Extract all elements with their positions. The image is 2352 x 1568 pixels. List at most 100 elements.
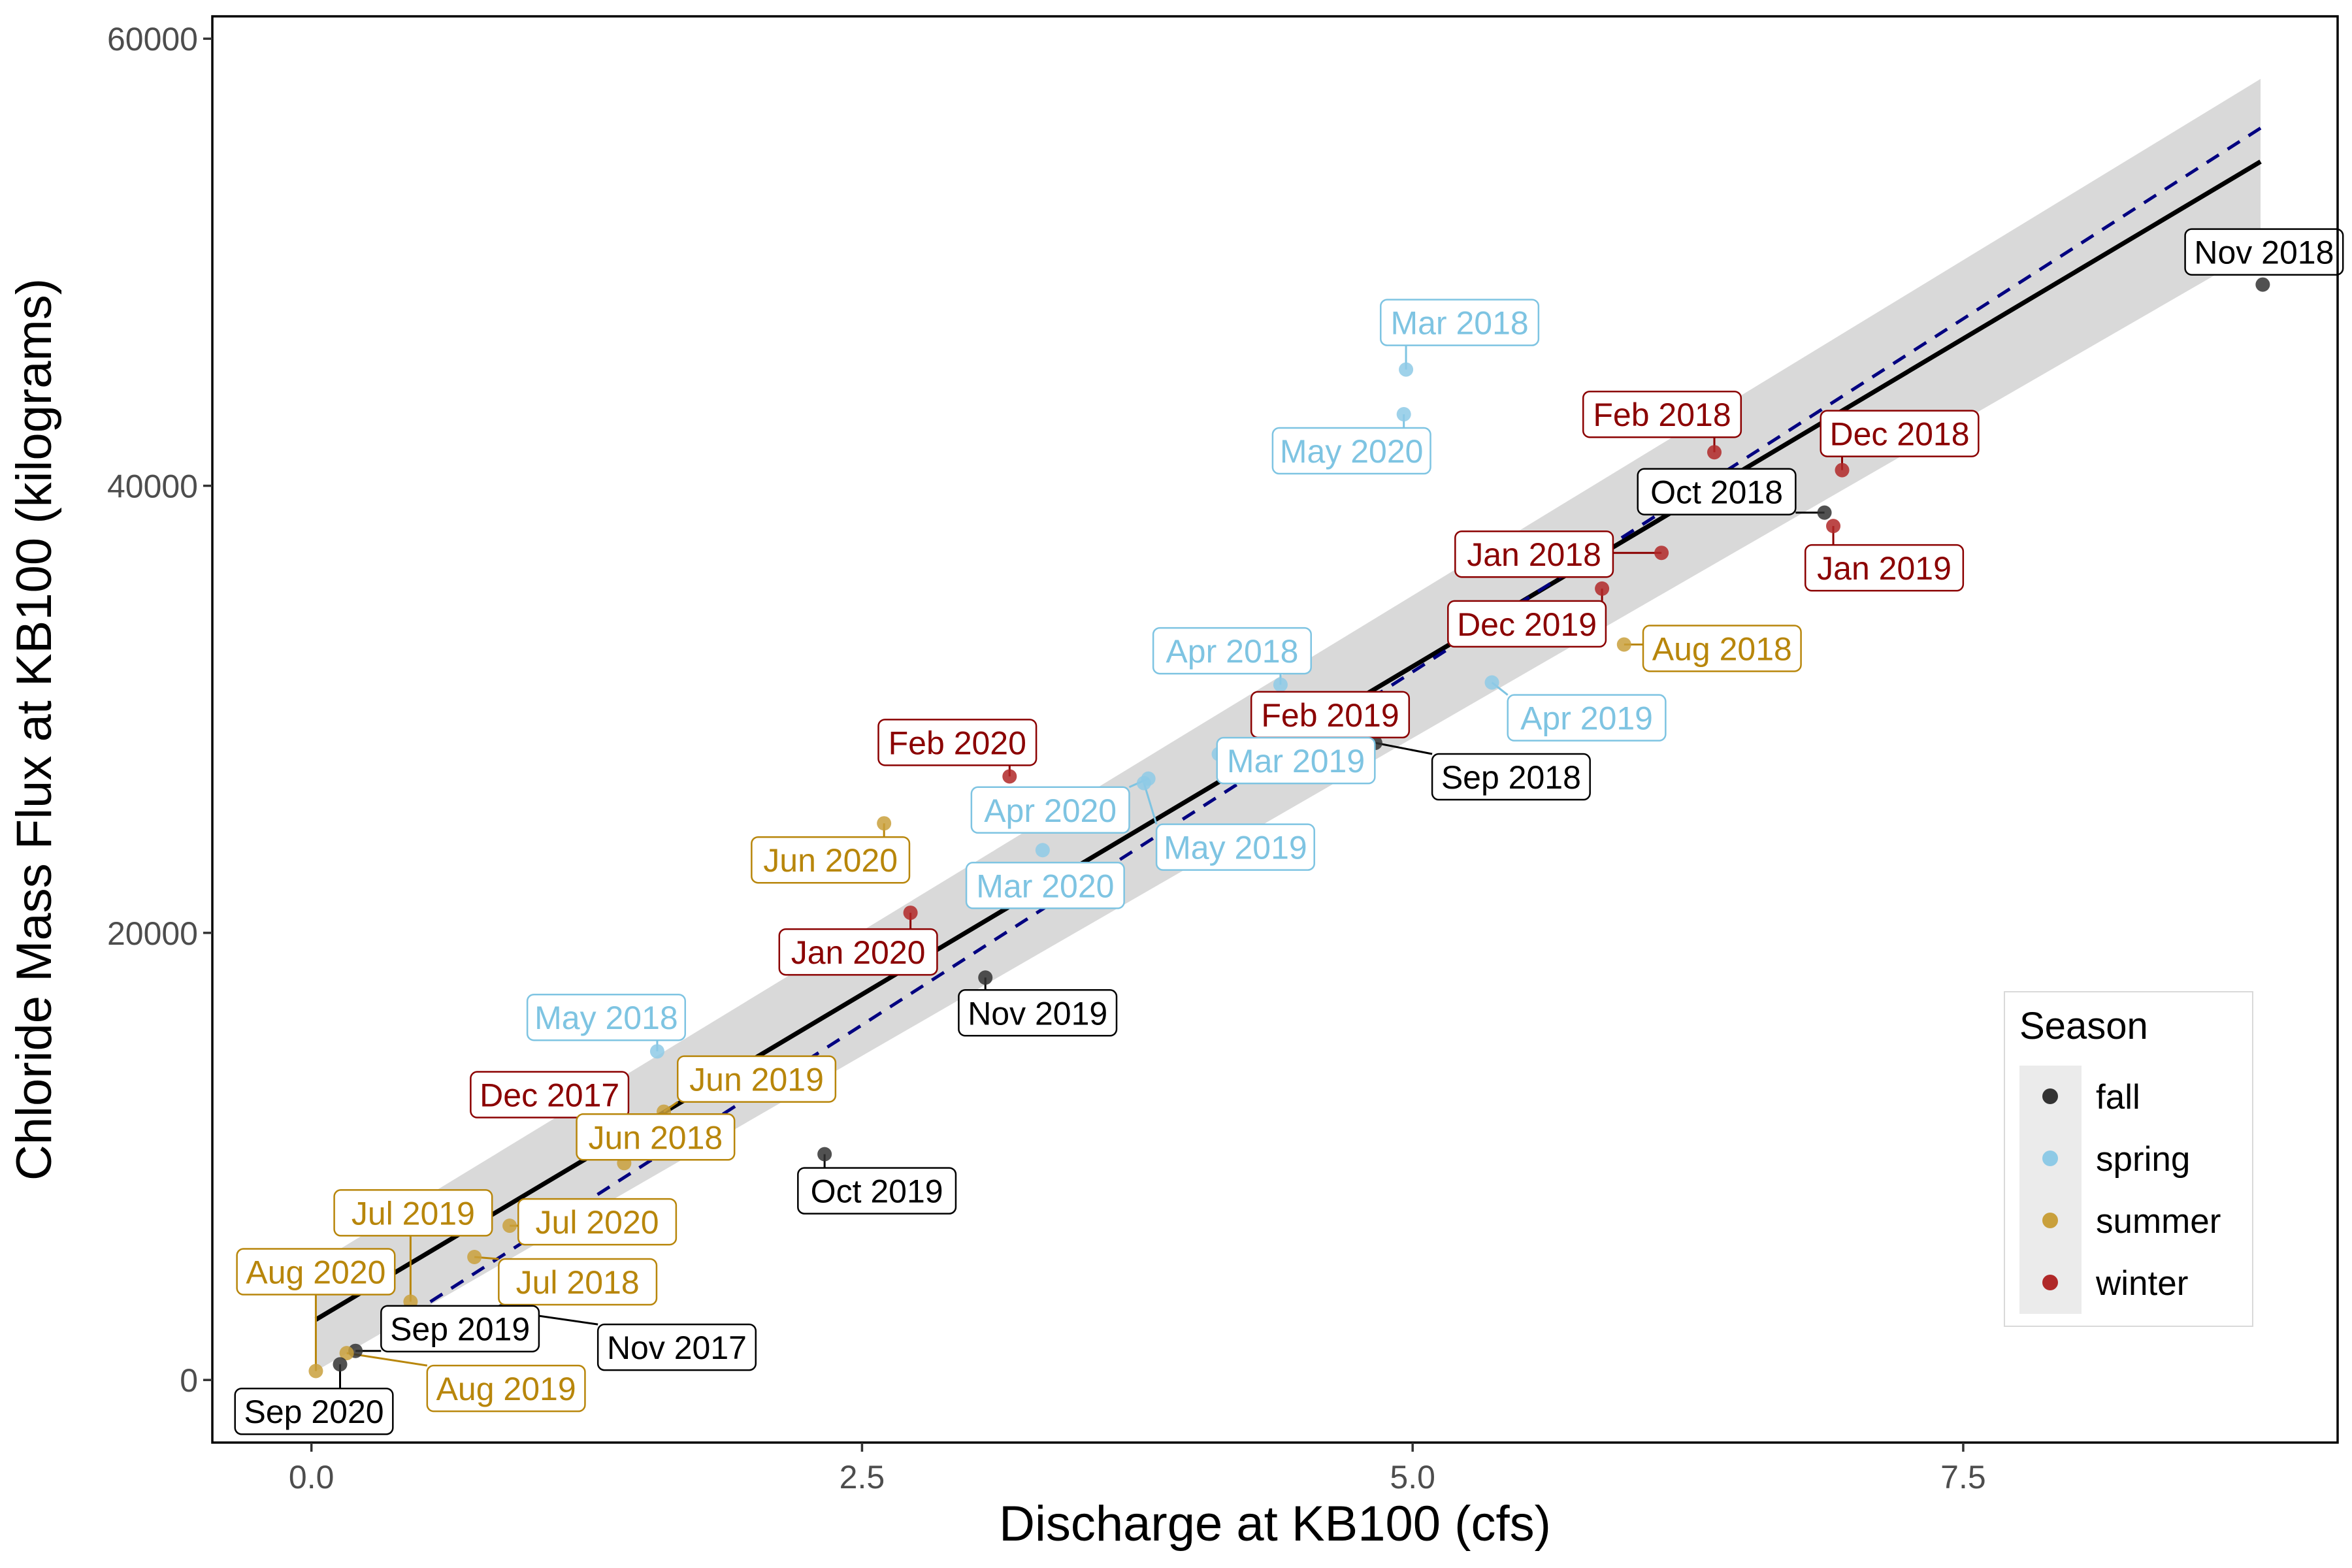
y-tick-label: 20000 (107, 915, 198, 952)
data-point (308, 1364, 323, 1379)
point-label-text: Jun 2020 (763, 842, 898, 879)
point-label-text: Jun 2019 (689, 1062, 824, 1098)
point-label-box (965, 862, 1125, 909)
legend-key (2042, 1213, 2058, 1228)
point-label-text: Feb 2018 (1593, 397, 1731, 433)
point-label: Jul 2018 (498, 1258, 658, 1306)
data-point (1273, 678, 1288, 693)
point-label: Nov 2019 (958, 989, 1118, 1037)
data-point (339, 1346, 354, 1361)
data-point (1707, 445, 1722, 460)
point-label: Apr 2018 (1152, 627, 1312, 675)
data-point (1616, 637, 1631, 652)
legend-title: Season (2019, 1005, 2148, 1047)
point-label-box (526, 993, 686, 1041)
point-label: Mar 2019 (1216, 736, 1376, 785)
data-point (467, 1250, 482, 1265)
point-label-box (517, 1198, 678, 1246)
point-labels-layer: Nov 2018 Mar 2018 May 2020 Feb 2018 Dec 2018… (234, 228, 2344, 1435)
legend-item-fall: fall (2019, 1066, 2140, 1128)
point-label-box (778, 928, 938, 976)
x-tick-label: 2.5 (840, 1459, 885, 1495)
point-label-text: Feb 2020 (889, 725, 1026, 761)
point-label-text: May 2020 (1280, 433, 1424, 470)
point-label-text: Oct 2019 (811, 1173, 943, 1210)
y-tick-label: 40000 (107, 468, 198, 505)
point-label: May 2018 (526, 993, 686, 1041)
point-label-text: Aug 2020 (246, 1254, 385, 1291)
point-label: Sep 2020 (234, 1387, 394, 1435)
point-label-text: Apr 2020 (984, 792, 1117, 829)
point-label-text: Jul 2020 (536, 1204, 659, 1241)
point-label-text: Jul 2019 (351, 1195, 475, 1232)
point-label-text: Jan 2019 (1817, 550, 1952, 587)
point-label-box (236, 1248, 396, 1296)
data-point (877, 816, 892, 831)
point-label-text: Mar 2020 (976, 868, 1114, 904)
point-label: Jun 2020 (751, 836, 911, 884)
point-label: Jul 2020 (517, 1198, 678, 1246)
point-label: Dec 2018 (1820, 410, 1980, 457)
point-label: Aug 2018 (1642, 625, 1802, 672)
legend-item-spring: spring (2019, 1128, 2190, 1190)
point-label-box (1507, 694, 1667, 742)
point-label-box (470, 1071, 630, 1119)
point-label: Jan 2018 (1454, 530, 1614, 578)
plot-frame (211, 15, 2339, 1444)
data-point (333, 1357, 348, 1372)
point-label-text: Sep 2019 (390, 1311, 530, 1348)
point-label-text: Aug 2019 (436, 1371, 576, 1407)
legend-label: spring (2096, 1140, 2190, 1179)
legend-item-winter: winter (2019, 1252, 2188, 1314)
x-tick-label: 5.0 (1390, 1459, 1435, 1495)
point-label-box (751, 836, 911, 884)
point-label-text: Sep 2018 (1441, 759, 1581, 796)
data-point (1484, 675, 1499, 690)
point-label-text: May 2018 (534, 1000, 678, 1036)
point-label: Jun 2019 (677, 1055, 837, 1103)
point-label: Jan 2019 (1804, 544, 1965, 592)
point-label: Oct 2019 (797, 1167, 957, 1215)
data-point (1654, 546, 1669, 561)
point-label-box (1155, 823, 1315, 871)
legend-key (2042, 1088, 2058, 1104)
point-label-text: Dec 2017 (480, 1077, 619, 1114)
point-label-text: Sep 2020 (244, 1394, 384, 1430)
point-label: Jun 2018 (576, 1113, 736, 1161)
point-label-box (498, 1258, 658, 1306)
point-label-box (1152, 627, 1312, 675)
legend-label: summer (2096, 1202, 2221, 1241)
point-label-box (1454, 530, 1614, 578)
point-label-box (596, 1323, 757, 1371)
data-point (502, 1218, 517, 1233)
point-label-text: Aug 2018 (1652, 630, 1792, 667)
point-label-box (970, 786, 1130, 834)
point-label-box (380, 1305, 540, 1352)
data-point (649, 1044, 664, 1059)
point-label-text: Apr 2018 (1166, 633, 1298, 670)
x-axis-title: Discharge at KB100 (cfs) (999, 1496, 1551, 1552)
point-label-box (797, 1167, 957, 1215)
point-label-text: Oct 2018 (1650, 474, 1783, 511)
point-label-box (1271, 427, 1431, 475)
point-label: Apr 2019 (1507, 694, 1667, 742)
data-point (2255, 277, 2270, 292)
data-point (903, 906, 918, 921)
point-label-text: Nov 2017 (607, 1330, 747, 1366)
leader-line (1375, 742, 1433, 755)
point-label: Aug 2019 (426, 1364, 586, 1413)
data-point (1136, 776, 1151, 791)
legend-key (2042, 1151, 2058, 1166)
point-label-text: Jan 2018 (1467, 536, 1601, 573)
data-point (1835, 463, 1850, 478)
point-label-box (1637, 468, 1797, 515)
point-label-text: Mar 2018 (1390, 305, 1528, 342)
point-label: Nov 2018 (2184, 228, 2344, 276)
data-point (1826, 519, 1841, 534)
point-label-text: Dec 2019 (1457, 606, 1597, 643)
point-label: Aug 2020 (236, 1248, 396, 1296)
point-label-box (958, 989, 1118, 1037)
point-label: Sep 2018 (1431, 753, 1591, 801)
point-label-text: Feb 2019 (1261, 697, 1399, 734)
data-point (1002, 769, 1017, 784)
